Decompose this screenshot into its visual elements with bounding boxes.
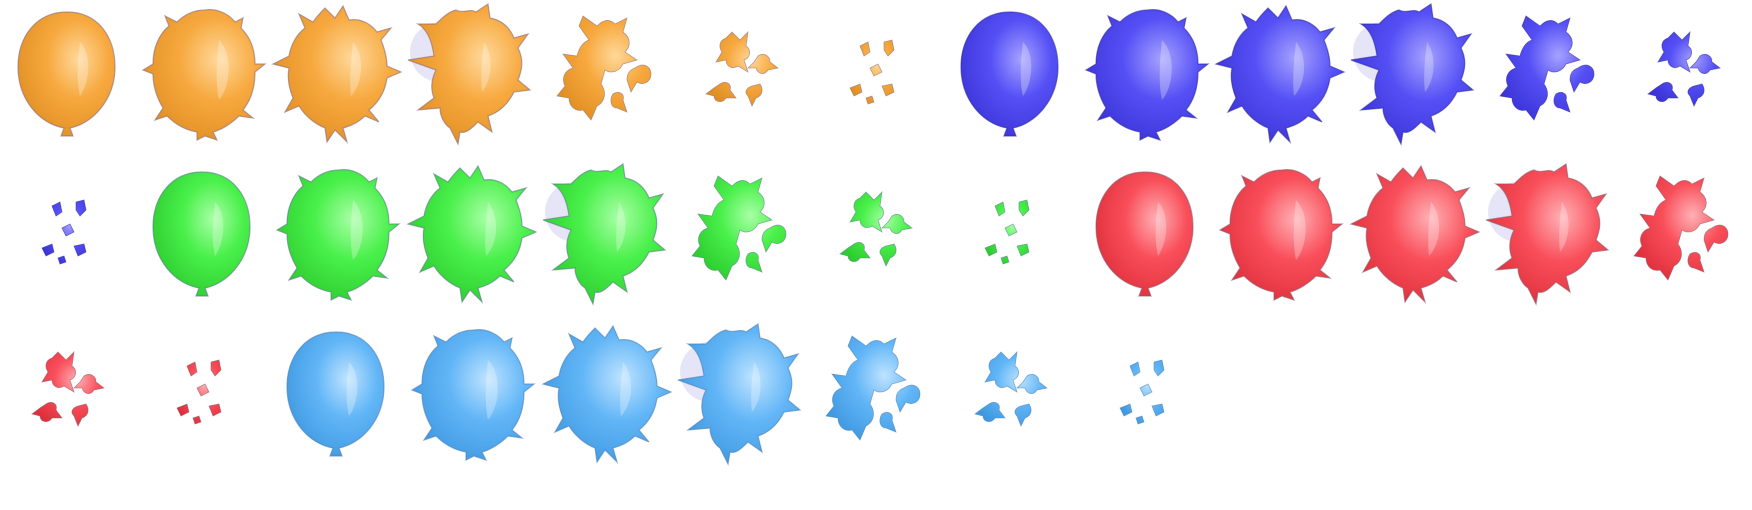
- red-balloon-fragments-sprite: [135, 322, 269, 472]
- balloon-burst-shape: [41, 199, 87, 265]
- red-balloon-intact-sprite: [1078, 162, 1212, 312]
- balloon-highlight: [1155, 202, 1166, 256]
- balloon-burst-shape: [1349, 164, 1481, 305]
- balloon-highlight: [351, 200, 364, 260]
- blue-balloon-intact-sprite: [943, 2, 1077, 152]
- light-blue-balloon-tatters-sprite: [808, 322, 942, 472]
- balloon-body: [286, 331, 385, 457]
- balloon-burst-shape: [31, 350, 105, 427]
- balloon-body: [1094, 171, 1194, 297]
- balloon-burst-shape: [406, 164, 538, 305]
- balloon-highlight: [1159, 40, 1172, 100]
- light-blue-balloon-intact-sprite: [269, 322, 403, 472]
- balloon-body: [17, 11, 116, 137]
- red-balloon-shreds-sprite: [0, 322, 134, 472]
- balloon-highlight: [1293, 42, 1305, 96]
- balloon-burst-shape: [839, 190, 914, 267]
- orange-balloon-burst-start-sprite: [269, 2, 403, 152]
- balloon-burst-shape: [677, 322, 801, 466]
- blue-balloon-burst-stretch-sprite: [1347, 2, 1481, 152]
- balloon-burst-shape: [271, 4, 403, 145]
- balloon-burst-shape: [141, 9, 267, 142]
- green-balloon-fragments-sprite: [943, 162, 1077, 312]
- balloon-highlight: [77, 42, 89, 96]
- balloon-burst-shape: [704, 30, 779, 107]
- orange-balloon-intact-sprite: [0, 2, 134, 152]
- orange-balloon-burst-stretch-sprite: [404, 2, 538, 152]
- orange-balloon-fragments-sprite: [808, 2, 942, 152]
- balloon-highlight: [619, 362, 631, 416]
- balloon-burst-shape: [1218, 169, 1345, 302]
- balloon-highlight: [1424, 42, 1434, 92]
- balloon-burst-shape: [825, 335, 921, 441]
- balloon-burst-shape: [1498, 15, 1595, 121]
- orange-balloon-tatters-sprite: [539, 2, 673, 152]
- light-blue-balloon-bulge-sprite: [404, 322, 538, 472]
- orange-balloon-shreds-sprite: [674, 2, 808, 152]
- balloon-burst-shape: [1119, 359, 1165, 425]
- balloon-highlight: [1020, 42, 1032, 96]
- red-balloon-bulge-sprite: [1212, 162, 1346, 312]
- balloon-burst-shape: [690, 175, 786, 281]
- balloon-highlight: [615, 202, 626, 252]
- light-blue-balloon-burst-stretch-sprite: [674, 322, 808, 472]
- green-balloon-tatters-sprite: [674, 162, 808, 312]
- balloon-burst-shape: [410, 329, 536, 462]
- blue-balloon-fragments-sprite: [0, 162, 134, 312]
- orange-balloon-bulge-sprite: [135, 2, 269, 152]
- green-balloon-burst-start-sprite: [404, 162, 538, 312]
- light-blue-balloon-fragments-sprite: [1078, 322, 1212, 472]
- balloon-burst-shape: [542, 162, 667, 306]
- balloon-highlight: [350, 42, 362, 96]
- light-blue-balloon-shreds-sprite: [943, 322, 1077, 472]
- balloon-burst-shape: [1633, 175, 1729, 281]
- balloon-burst-shape: [1214, 4, 1346, 145]
- balloon-highlight: [481, 42, 491, 92]
- balloon-highlight: [216, 40, 229, 100]
- balloon-burst-shape: [176, 359, 222, 425]
- balloon-burst-shape: [984, 199, 1030, 265]
- blue-balloon-tatters-sprite: [1482, 2, 1616, 152]
- blue-balloon-burst-start-sprite: [1212, 2, 1346, 152]
- balloon-burst-shape: [1350, 2, 1475, 146]
- balloon-highlight: [1428, 202, 1440, 256]
- balloon-burst-shape: [1485, 162, 1610, 306]
- balloon-highlight: [750, 362, 761, 412]
- balloon-burst-shape: [541, 324, 673, 465]
- balloon-highlight: [347, 362, 358, 416]
- green-balloon-intact-sprite: [135, 162, 269, 312]
- green-balloon-shreds-sprite: [808, 162, 942, 312]
- red-balloon-tatters-sprite: [1616, 162, 1750, 312]
- red-balloon-burst-start-sprite: [1347, 162, 1481, 312]
- balloon-burst-shape: [1084, 9, 1210, 142]
- balloon-burst-shape: [1647, 30, 1722, 107]
- balloon-burst-shape: [276, 169, 402, 302]
- balloon-burst-shape: [556, 15, 652, 121]
- balloon-body: [152, 171, 251, 297]
- balloon-body: [960, 11, 1059, 137]
- balloon-burst-shape: [407, 2, 532, 146]
- light-blue-balloon-burst-start-sprite: [539, 322, 673, 472]
- balloon-highlight: [212, 202, 223, 256]
- balloon-burst-shape: [973, 350, 1048, 427]
- balloon-highlight: [485, 360, 498, 420]
- green-balloon-burst-stretch-sprite: [539, 162, 673, 312]
- balloon-burst-shape: [849, 39, 895, 105]
- balloon-highlight: [1558, 202, 1569, 252]
- balloon-highlight: [1293, 200, 1307, 260]
- blue-balloon-shreds-sprite: [1616, 2, 1750, 152]
- balloon-highlight: [485, 202, 497, 256]
- green-balloon-bulge-sprite: [269, 162, 403, 312]
- blue-balloon-bulge-sprite: [1078, 2, 1212, 152]
- red-balloon-burst-stretch-sprite: [1482, 162, 1616, 312]
